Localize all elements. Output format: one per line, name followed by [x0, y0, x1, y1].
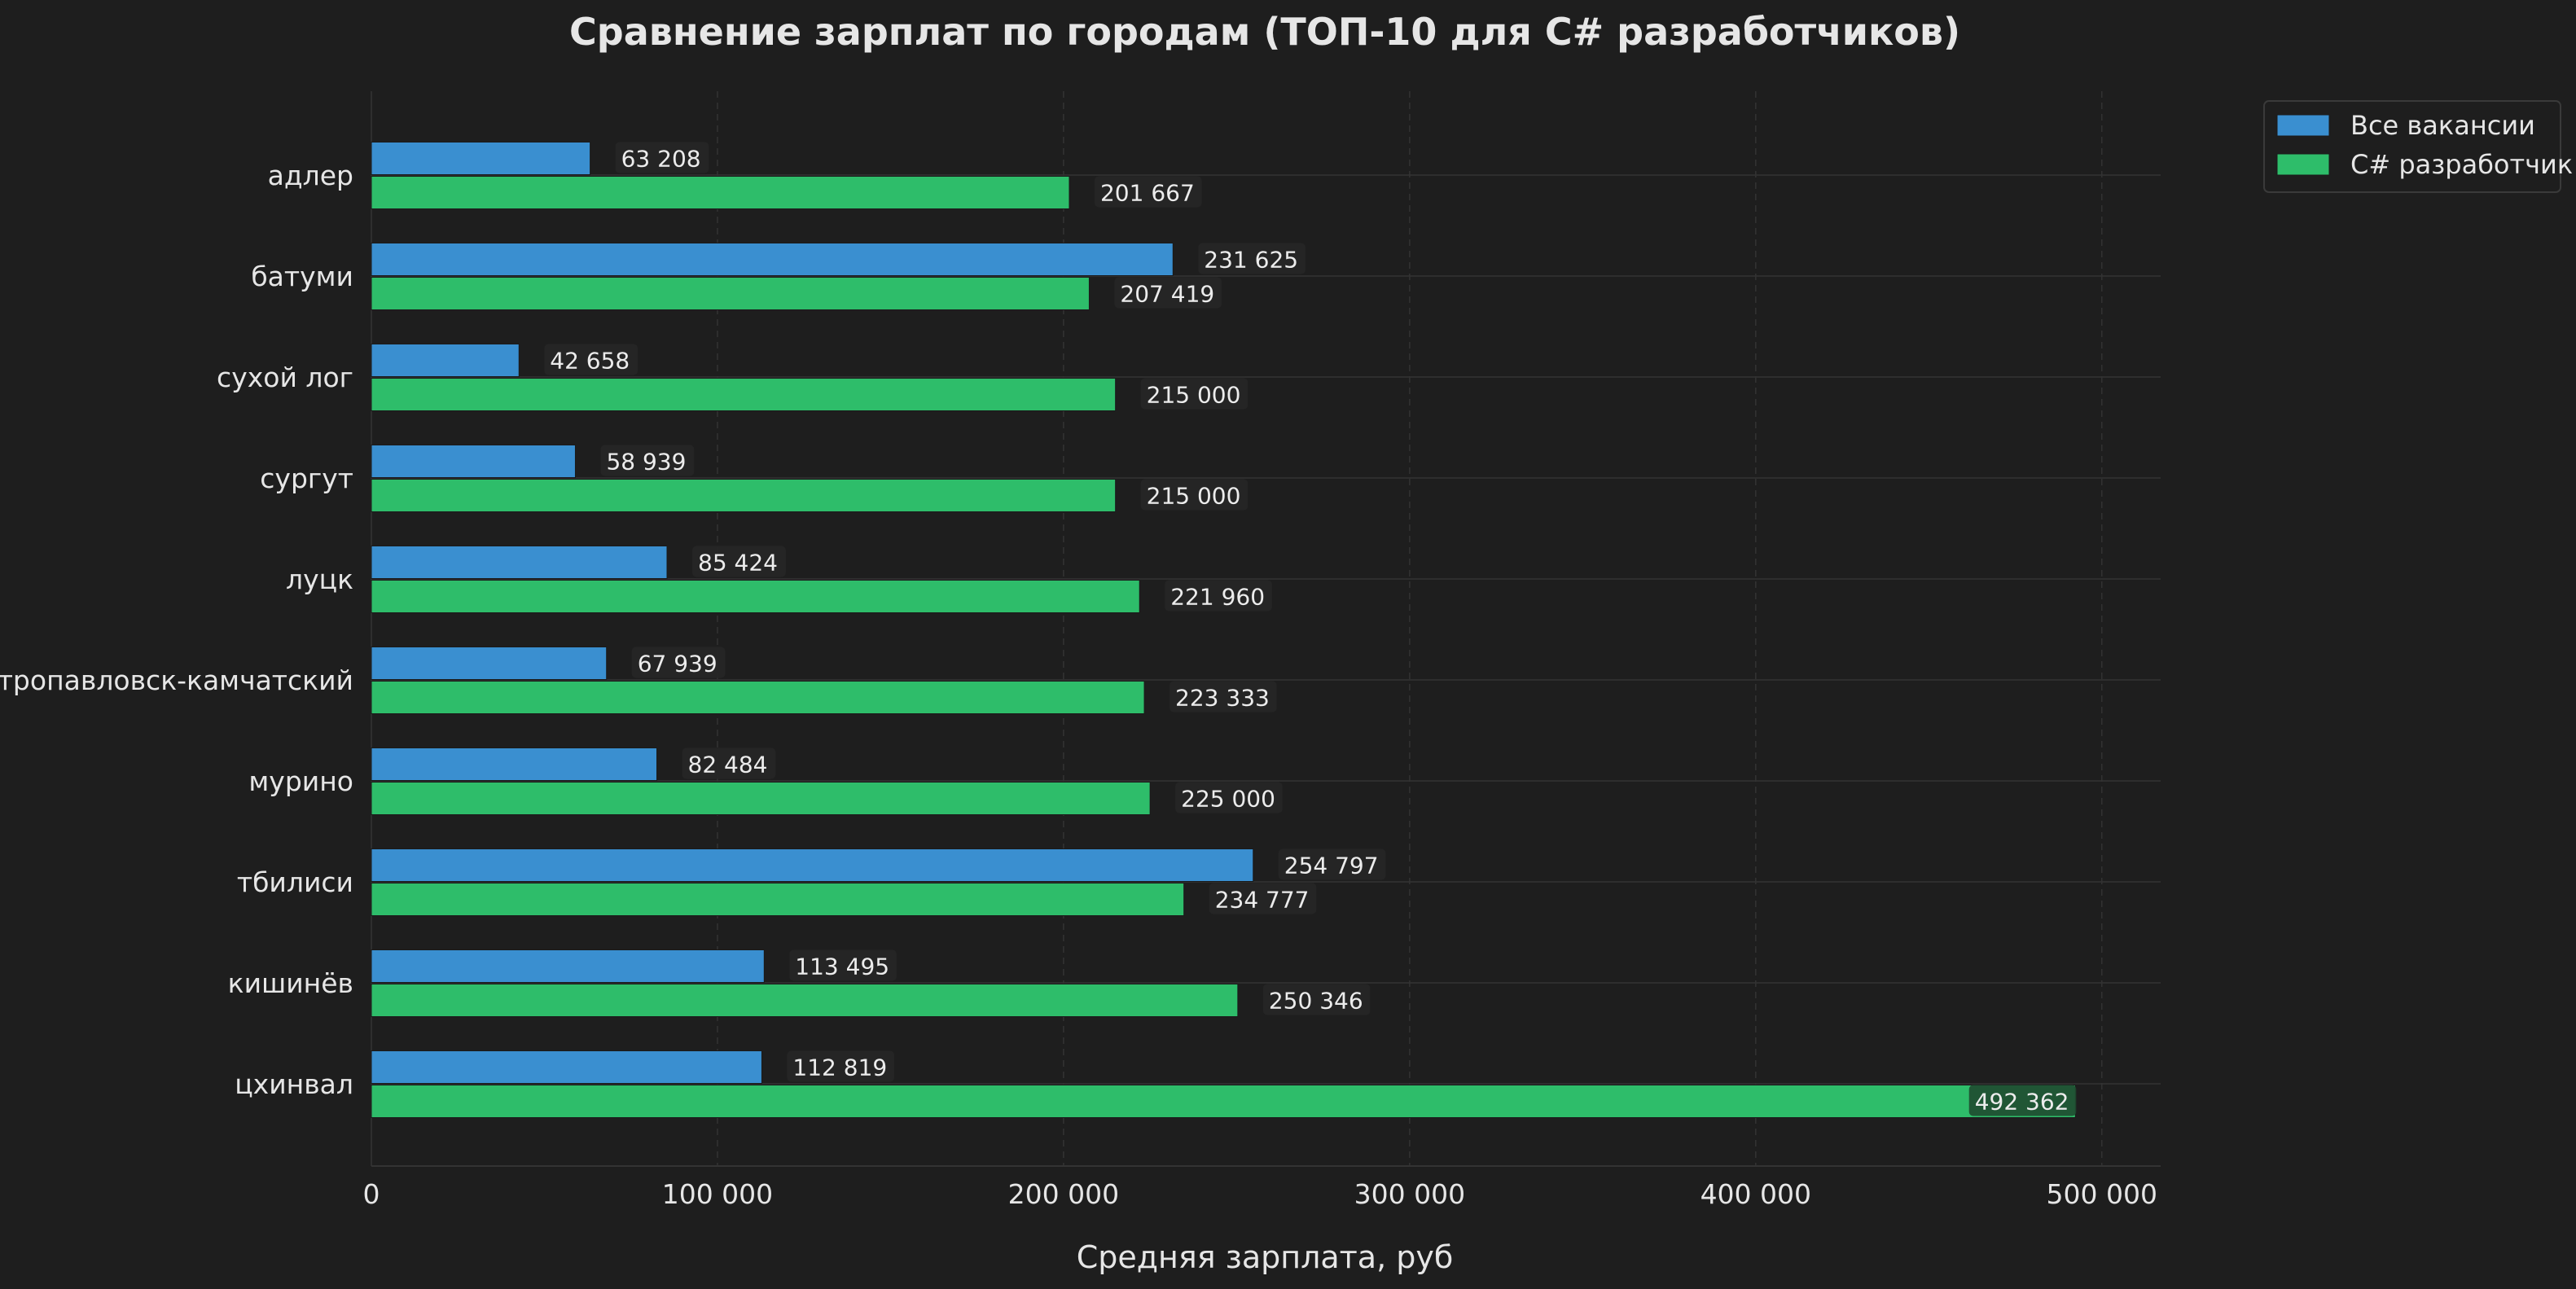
- data-label: 215 000: [1147, 483, 1241, 510]
- bar: [371, 546, 668, 579]
- category-label: луцк: [286, 563, 353, 595]
- legend: Все вакансии C# разработчик: [2263, 100, 2573, 193]
- bar: [371, 681, 1145, 714]
- data-label: 225 000: [1181, 786, 1275, 813]
- bar: [371, 445, 576, 478]
- data-label: 85 424: [698, 550, 778, 577]
- x-axis-label: Средняя зарплата, руб: [1077, 1239, 1454, 1275]
- data-label: 215 000: [1147, 382, 1241, 409]
- data-label-box: [1165, 580, 1272, 612]
- data-label: 42 658: [550, 348, 630, 375]
- bar: [371, 277, 1090, 310]
- category-label: тбилиси: [237, 866, 353, 898]
- bar: [371, 479, 1117, 512]
- bar: [371, 1085, 2076, 1118]
- bar: [371, 848, 1254, 882]
- bar: [371, 176, 1070, 209]
- data-label-box: [544, 344, 639, 375]
- bar: [371, 748, 658, 781]
- data-label-box: [1175, 782, 1283, 813]
- category-label: кишинёв: [228, 967, 353, 999]
- data-label: 63 208: [621, 146, 701, 173]
- data-label: 231 625: [1204, 247, 1298, 274]
- data-label: 221 960: [1170, 584, 1265, 611]
- category-label: адлер: [268, 160, 353, 191]
- bars: [371, 142, 2076, 1118]
- legend-entry: Все вакансии: [2350, 110, 2535, 141]
- data-label-box: [1278, 848, 1386, 880]
- bar: [371, 949, 765, 983]
- data-label: 250 346: [1269, 988, 1363, 1015]
- category-label: петропавловск-камчатский: [0, 664, 353, 696]
- data-label: 112 819: [792, 1054, 887, 1081]
- legend-entry: C# разработчик: [2350, 149, 2573, 180]
- data-label-box: [1170, 681, 1277, 712]
- x-tick-label: 200 000: [1008, 1178, 1119, 1210]
- category-label: батуми: [251, 261, 353, 292]
- data-label: 58 939: [606, 449, 686, 476]
- x-tick-label: 500 000: [2047, 1178, 2157, 1210]
- x-tick-label: 400 000: [1701, 1178, 1811, 1210]
- data-label-box: [615, 142, 709, 173]
- bar: [371, 984, 1239, 1017]
- bar: [371, 142, 591, 175]
- data-label-box: [682, 748, 776, 779]
- data-label-box: [1198, 243, 1306, 274]
- legend-swatch: [2276, 153, 2330, 176]
- x-tick-labels: 0 100 000 200 000 300 000 400 000 500 000: [363, 1178, 2157, 1210]
- data-label-box: [631, 647, 726, 678]
- bar: [371, 782, 1151, 815]
- data-label-box: [1140, 378, 1249, 410]
- data-label-box: [1209, 883, 1317, 914]
- category-label: сухой лог: [217, 362, 353, 393]
- category-label: мурино: [248, 765, 353, 797]
- legend-frame: [2263, 100, 2561, 193]
- x-tick-label: 300 000: [1354, 1178, 1465, 1210]
- data-labels: 63 208 231 625 42 658 58 939 85 424 67 939 82 …: [544, 142, 2077, 1116]
- legend-swatch: [2276, 114, 2330, 137]
- data-label-box: [789, 949, 897, 981]
- data-label-box: [1114, 277, 1222, 309]
- data-label: 492 362: [1975, 1089, 2069, 1116]
- bar: [371, 647, 608, 680]
- bar: [371, 243, 1174, 276]
- data-label: 234 777: [1215, 887, 1310, 914]
- data-label-box: [787, 1050, 895, 1082]
- data-label: 113 495: [795, 954, 889, 980]
- category-label: сургут: [260, 463, 353, 494]
- data-label-box: [692, 546, 786, 577]
- data-label: 82 484: [688, 752, 768, 778]
- data-label-box: [1262, 984, 1371, 1015]
- data-label-box: [1140, 479, 1249, 511]
- chart-title: Сравнение зарплат по городам (ТОП-10 для…: [569, 10, 1960, 54]
- bar: [371, 883, 1185, 916]
- data-label-box: [1968, 1085, 2077, 1116]
- data-label: 223 333: [1175, 685, 1270, 712]
- bar: [371, 580, 1140, 613]
- data-label-box: [1094, 176, 1202, 208]
- bar: [371, 378, 1117, 411]
- data-label: 207 419: [1120, 281, 1214, 308]
- bar: [371, 344, 520, 377]
- data-label: 201 667: [1100, 180, 1195, 207]
- data-label: 67 939: [638, 651, 718, 677]
- data-label-box: [600, 445, 695, 476]
- category-labels: адлер батуми сухой лог сургут луцк петропавло…: [0, 160, 353, 1100]
- x-tick-label: 100 000: [662, 1178, 773, 1210]
- data-label: 254 797: [1284, 853, 1379, 879]
- bar: [371, 1050, 762, 1084]
- category-label: цхинвал: [235, 1068, 353, 1100]
- x-tick-label: 0: [363, 1178, 380, 1210]
